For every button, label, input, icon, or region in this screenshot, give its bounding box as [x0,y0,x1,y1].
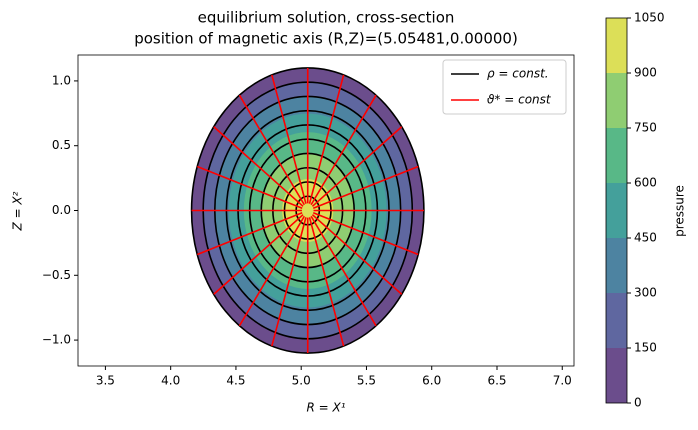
chart-title: equilibrium solution, cross-section [198,9,455,27]
theta-line [196,211,303,256]
y-tick-label: −1.0 [42,333,71,347]
colorbar-band [606,73,627,128]
x-tick-label: 4.0 [161,374,180,388]
colorbar-band [606,128,627,183]
theta-line [308,74,345,204]
y-tick-label: 0.0 [52,203,71,217]
colorbar-band [606,183,627,238]
theta-line [196,165,303,210]
chart-subtitle: position of magnetic axis (R,Z)=(5.05481… [134,30,518,48]
y-tick-label: 0.5 [52,138,71,152]
theta-line [311,214,403,295]
theta-line [310,215,377,327]
x-tick-label: 5.5 [357,374,376,388]
x-tick-label: 3.5 [96,374,115,388]
y-axis-label: Z = X² [11,191,25,231]
colorbar-band [606,18,627,73]
pressure-band [282,179,334,242]
theta-line [238,94,306,206]
legend-label: ϑ* = const [487,93,552,107]
theta-line [311,126,403,207]
theta-line [271,217,307,347]
y-tick-label: −0.5 [42,268,71,282]
colorbar-band [606,293,627,348]
colorbar-tick-label: 450 [634,231,657,245]
colorbar-band [606,348,627,403]
colorbar-tick-label: 750 [634,121,657,135]
colorbar-label: pressure [673,185,687,237]
colorbar-tick-label: 600 [634,176,657,190]
colorbar-band [606,238,627,293]
colorbar-tick-label: 1050 [634,11,665,25]
x-tick-label: 5.0 [292,374,311,388]
theta-line [238,215,306,327]
colorbar-tick-label: 300 [634,286,657,300]
x-axis-label: R = X¹ [306,401,345,415]
colorbar-tick-label: 0 [634,396,642,410]
legend-label: ρ = const. [487,67,549,81]
x-tick-label: 6.0 [422,374,441,388]
colorbar-frame [605,17,628,404]
x-tick-label: 4.5 [226,374,245,388]
theta-line [312,211,419,256]
theta-line [308,217,345,347]
x-tick-label: 6.5 [487,374,506,388]
colorbar-tick-label: 900 [634,66,657,80]
theta-line [312,165,419,210]
theta-line [213,214,304,295]
theta-line [310,94,377,206]
theta-line [213,126,304,207]
colorbar-tick-label: 150 [634,341,657,355]
x-tick-label: 7.0 [553,374,572,388]
y-tick-label: 1.0 [52,73,71,87]
theta-line [271,74,307,204]
